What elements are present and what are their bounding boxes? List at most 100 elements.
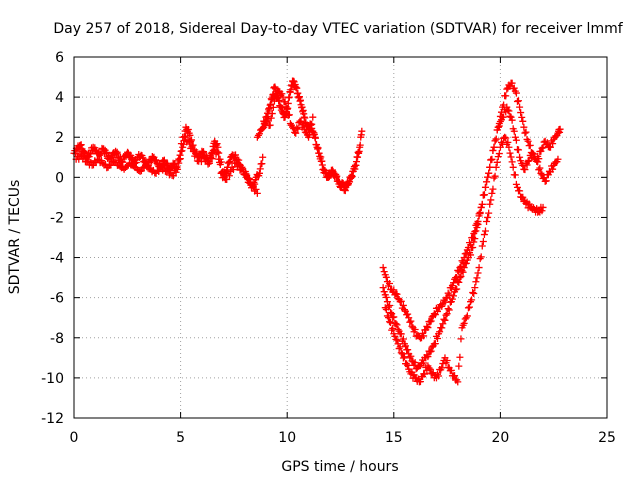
data-point bbox=[220, 168, 228, 176]
data-point bbox=[252, 185, 260, 193]
data-point bbox=[426, 318, 434, 326]
data-point bbox=[279, 93, 287, 101]
data-point bbox=[484, 173, 492, 181]
data-point bbox=[264, 115, 272, 123]
data-point bbox=[80, 152, 88, 160]
data-point bbox=[112, 149, 120, 157]
data-point bbox=[226, 157, 234, 165]
data-point bbox=[199, 152, 207, 160]
data-point bbox=[77, 141, 85, 149]
data-point bbox=[393, 321, 401, 329]
data-points bbox=[70, 77, 564, 386]
data-point bbox=[488, 155, 496, 163]
data-point bbox=[471, 228, 479, 236]
data-point bbox=[292, 129, 300, 137]
data-point bbox=[506, 112, 514, 120]
data-point bbox=[173, 165, 181, 173]
data-point bbox=[478, 200, 486, 208]
y-tick-label: -8 bbox=[50, 331, 64, 347]
data-point bbox=[184, 125, 192, 133]
data-point bbox=[394, 326, 402, 334]
data-point bbox=[103, 148, 111, 156]
data-point bbox=[389, 324, 397, 332]
data-point bbox=[186, 131, 194, 139]
data-point bbox=[504, 106, 512, 114]
data-point bbox=[285, 111, 293, 119]
data-point bbox=[504, 138, 512, 146]
data-point bbox=[456, 353, 464, 361]
data-point bbox=[399, 354, 407, 362]
data-point bbox=[510, 127, 518, 135]
data-point bbox=[386, 302, 394, 310]
data-point bbox=[453, 285, 461, 293]
data-point bbox=[525, 200, 533, 208]
data-point bbox=[435, 372, 443, 380]
data-point bbox=[528, 149, 536, 157]
data-point bbox=[481, 227, 489, 235]
data-point bbox=[442, 311, 450, 319]
data-point bbox=[483, 178, 491, 186]
data-point bbox=[445, 291, 453, 299]
data-point bbox=[396, 343, 404, 351]
data-point bbox=[521, 129, 529, 137]
data-point bbox=[75, 155, 83, 163]
data-point bbox=[175, 155, 183, 163]
data-point bbox=[306, 131, 314, 139]
data-point bbox=[397, 330, 405, 338]
data-point bbox=[494, 153, 502, 161]
data-point bbox=[485, 209, 493, 217]
data-point bbox=[395, 345, 403, 353]
data-point bbox=[118, 157, 126, 165]
data-point bbox=[229, 166, 237, 174]
data-point bbox=[102, 149, 110, 157]
data-point bbox=[259, 153, 267, 161]
data-point bbox=[253, 189, 261, 197]
data-point bbox=[502, 92, 510, 100]
data-point bbox=[444, 305, 452, 313]
data-point bbox=[465, 303, 473, 311]
data-point bbox=[543, 139, 551, 147]
data-point bbox=[523, 161, 531, 169]
data-point bbox=[402, 342, 410, 350]
data-point bbox=[490, 143, 498, 151]
data-point bbox=[382, 293, 390, 301]
data-point bbox=[521, 166, 529, 174]
data-point bbox=[454, 277, 462, 285]
data-point bbox=[176, 151, 184, 159]
data-point bbox=[404, 346, 412, 354]
data-point bbox=[139, 154, 147, 162]
data-point bbox=[300, 125, 308, 133]
data-point bbox=[542, 177, 550, 185]
data-point bbox=[445, 306, 453, 314]
data-point bbox=[100, 145, 108, 153]
data-point bbox=[493, 158, 501, 166]
data-point bbox=[380, 288, 388, 296]
data-point bbox=[356, 141, 364, 149]
data-point bbox=[484, 213, 492, 221]
y-tick-label: 6 bbox=[55, 50, 64, 66]
data-point bbox=[524, 137, 532, 145]
data-point bbox=[487, 196, 495, 204]
data-point bbox=[233, 155, 241, 163]
data-point bbox=[443, 310, 451, 318]
data-point bbox=[471, 284, 479, 292]
data-point bbox=[512, 180, 520, 188]
data-point bbox=[393, 336, 401, 344]
data-point bbox=[390, 313, 398, 321]
data-point bbox=[358, 127, 366, 135]
x-tick-label: 10 bbox=[278, 430, 296, 446]
data-point bbox=[516, 187, 524, 195]
data-point bbox=[107, 161, 115, 169]
data-point bbox=[384, 314, 392, 322]
data-point bbox=[96, 151, 104, 159]
data-point bbox=[488, 189, 496, 197]
data-point bbox=[508, 116, 516, 124]
data-point bbox=[407, 352, 415, 360]
data-point bbox=[269, 103, 277, 111]
data-point bbox=[491, 172, 499, 180]
data-point bbox=[457, 262, 465, 270]
data-point bbox=[440, 315, 448, 323]
data-point bbox=[268, 110, 276, 118]
data-point bbox=[283, 105, 291, 113]
data-point bbox=[468, 296, 476, 304]
